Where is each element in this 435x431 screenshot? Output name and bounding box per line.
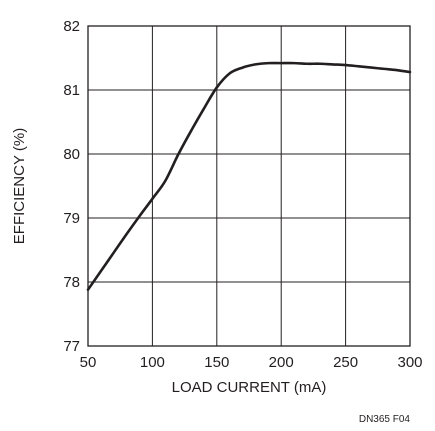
grid bbox=[88, 26, 410, 346]
y-tick-label-82: 82 bbox=[63, 18, 80, 35]
y-tick-label-80: 80 bbox=[63, 146, 80, 163]
y-tick-label-78: 78 bbox=[63, 274, 80, 291]
figure-id-annotation: DN365 F04 bbox=[359, 414, 411, 425]
y-tick-label-81: 81 bbox=[63, 82, 80, 99]
y-axis-title: EFFICIENCY (%) bbox=[11, 128, 28, 244]
x-tick-label-300: 300 bbox=[397, 354, 422, 371]
x-tick-label-200: 200 bbox=[269, 354, 294, 371]
y-tick-label-77: 77 bbox=[63, 338, 80, 355]
tick-labels: 50 100 150 200 250 300 77 78 79 80 81 82 bbox=[63, 18, 422, 371]
x-tick-label-50: 50 bbox=[80, 354, 97, 371]
series-layer bbox=[86, 61, 412, 291]
x-axis-title: LOAD CURRENT (mA) bbox=[172, 379, 327, 396]
x-tick-label-100: 100 bbox=[140, 354, 165, 371]
efficiency-series-line-0 bbox=[86, 61, 412, 291]
x-tick-label-150: 150 bbox=[204, 354, 229, 371]
y-tick-label-79: 79 bbox=[63, 210, 80, 227]
x-tick-label-250: 250 bbox=[333, 354, 358, 371]
plot-frame bbox=[87, 25, 411, 347]
